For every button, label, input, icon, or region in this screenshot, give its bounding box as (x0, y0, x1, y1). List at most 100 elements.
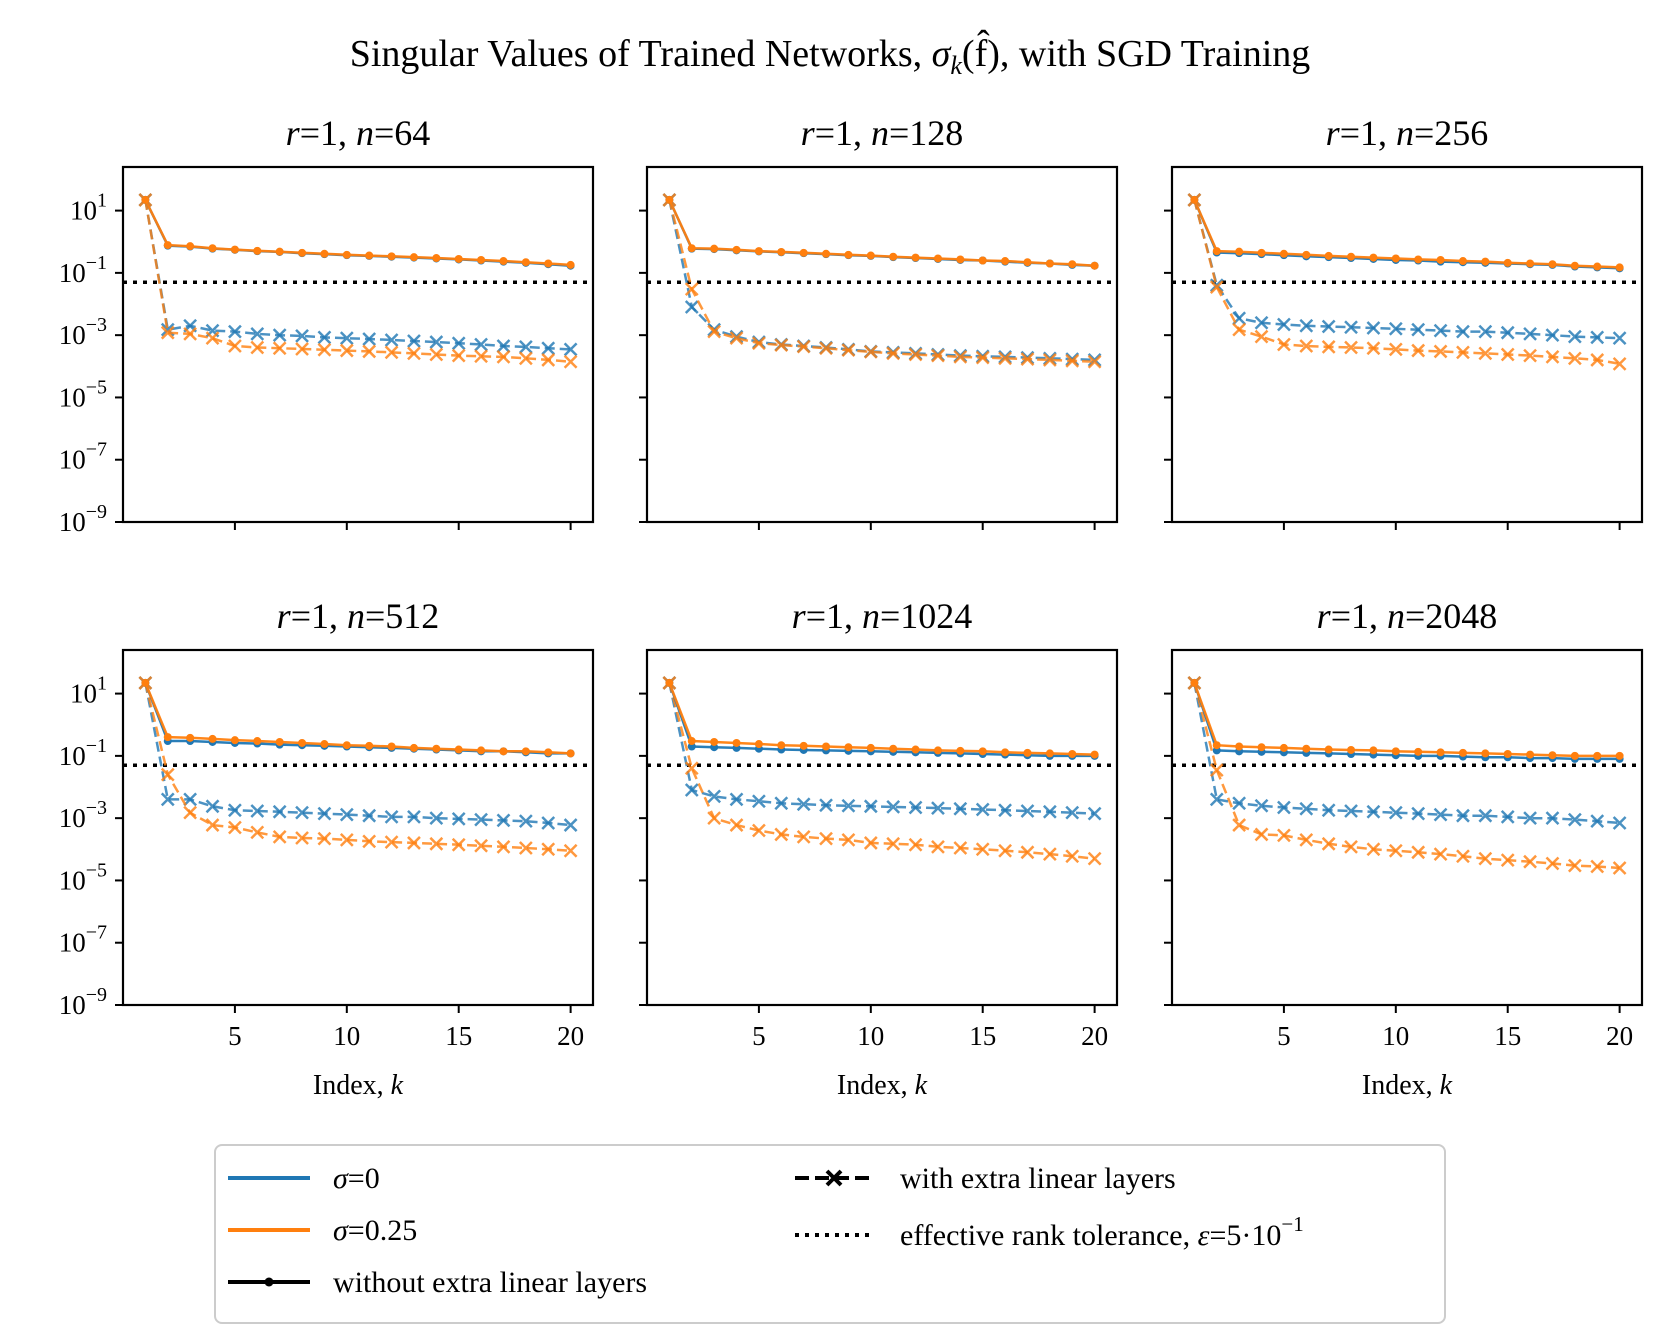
point-x-marker (1567, 329, 1582, 344)
point-dot-marker (409, 253, 418, 262)
point-x-marker (160, 792, 175, 807)
point-x-marker (684, 300, 699, 314)
y-tick-exponent: −1 (86, 252, 107, 274)
point-x-marker (1456, 345, 1470, 360)
y-tick-label: 10−1 (59, 735, 107, 771)
subplot-title-part: r (1326, 113, 1341, 153)
point-x-marker (1254, 329, 1269, 344)
point-x-marker (1500, 347, 1515, 362)
point-x-marker (729, 792, 744, 807)
point-x-marker (1065, 805, 1080, 820)
point-dot-marker (163, 733, 172, 742)
point-x-marker (407, 809, 421, 824)
point-x-marker (1232, 818, 1247, 832)
point-x-marker (1545, 856, 1560, 871)
point-x-marker (272, 328, 287, 343)
point-dot-marker (978, 256, 987, 265)
point-x-marker (1433, 847, 1448, 862)
y-tick-label: 10−3 (59, 797, 107, 833)
x-axis-label: Index, k (837, 1070, 928, 1101)
subplot-title-part: =256 (1414, 113, 1488, 153)
point-x-marker (1087, 806, 1102, 821)
point-x-marker (774, 796, 789, 811)
x-axis-label-var: k (1440, 1070, 1453, 1101)
point-x-marker (975, 842, 990, 857)
y-tick-exponent: 1 (97, 673, 107, 695)
point-dot-marker (387, 252, 396, 261)
x-axis-label-text: Index, (313, 1070, 391, 1101)
point-x-marker (563, 342, 578, 357)
subplot-title-part: =1, (291, 596, 347, 636)
point-x-marker (496, 350, 511, 364)
subplot-title-part: r (792, 596, 807, 636)
point-dot-marker (1436, 748, 1445, 757)
y-tick-exponent: −3 (86, 314, 107, 336)
point-dot-marker (933, 746, 942, 755)
point-x-marker (1209, 763, 1224, 777)
point-dot-marker (1324, 251, 1333, 260)
point-x-marker (407, 334, 421, 348)
point-x-marker (1411, 322, 1426, 337)
point-x-marker (752, 336, 766, 351)
point-x-marker (931, 801, 945, 816)
point-x-marker (1042, 804, 1057, 819)
series-line-with-extra (1193, 199, 1620, 340)
point-dot-marker (978, 747, 987, 756)
point-dot-marker (1369, 746, 1378, 755)
plot-area (1172, 676, 1642, 875)
x-tick-label: 10 (333, 1021, 360, 1051)
point-x-marker (1523, 811, 1537, 826)
point-x-marker (1277, 828, 1291, 843)
point-x-marker (1523, 348, 1537, 363)
point-x-marker (1065, 353, 1080, 368)
point-dot-marker (1436, 255, 1445, 264)
point-x-marker (953, 801, 968, 816)
point-x-marker (953, 841, 968, 855)
point-x-marker (317, 806, 332, 821)
x-tick-label: 5 (752, 1021, 766, 1051)
point-x-marker (1433, 344, 1448, 359)
series-line-without-extra (1193, 682, 1620, 758)
point-dot-marker (1302, 744, 1311, 753)
point-x-marker (451, 811, 466, 826)
x-tick-label: 10 (857, 1021, 884, 1051)
point-x-marker (1388, 805, 1403, 820)
point-x-marker (886, 836, 901, 851)
point-dot-marker (911, 253, 920, 262)
point-dot-marker (754, 740, 763, 749)
point-x-marker (1456, 849, 1470, 864)
series-line-with-extra (144, 682, 571, 852)
point-dot-marker (1458, 257, 1467, 266)
point-dot-marker (1570, 751, 1579, 760)
point-dot-marker (342, 250, 351, 259)
point-dot-marker (687, 244, 696, 253)
point-x-marker (384, 835, 399, 850)
x-tick-label: 15 (1494, 1021, 1521, 1051)
point-dot-marker (1615, 263, 1624, 272)
axes-frame (645, 165, 1119, 524)
point-x-marker (1232, 796, 1247, 811)
axes-frame (1170, 648, 1644, 1007)
y-tick-exponent: −5 (86, 376, 107, 398)
point-dot-marker (1023, 258, 1032, 267)
point-dot-marker (1481, 749, 1490, 758)
point-dot-marker (1279, 743, 1288, 752)
point-x-marker (1020, 845, 1035, 860)
point-dot-marker (1090, 261, 1099, 270)
x-tick-label: 15 (969, 1021, 996, 1051)
point-x-marker (1366, 804, 1381, 819)
point-dot-marker (253, 246, 262, 255)
point-x-marker (1523, 854, 1537, 869)
series-line-without-extra (1193, 199, 1620, 269)
point-dot-marker (253, 737, 262, 746)
y-tick-base: 10 (59, 741, 86, 771)
point-x-marker (998, 843, 1012, 858)
point-x-marker (1478, 324, 1493, 339)
point-dot-marker (230, 245, 239, 254)
point-dot-marker (777, 741, 786, 750)
y-tick-exponent: −1 (86, 735, 107, 757)
point-x-marker (819, 831, 833, 846)
y-tick-base: 10 (59, 445, 86, 475)
point-dot-marker (1593, 262, 1602, 271)
